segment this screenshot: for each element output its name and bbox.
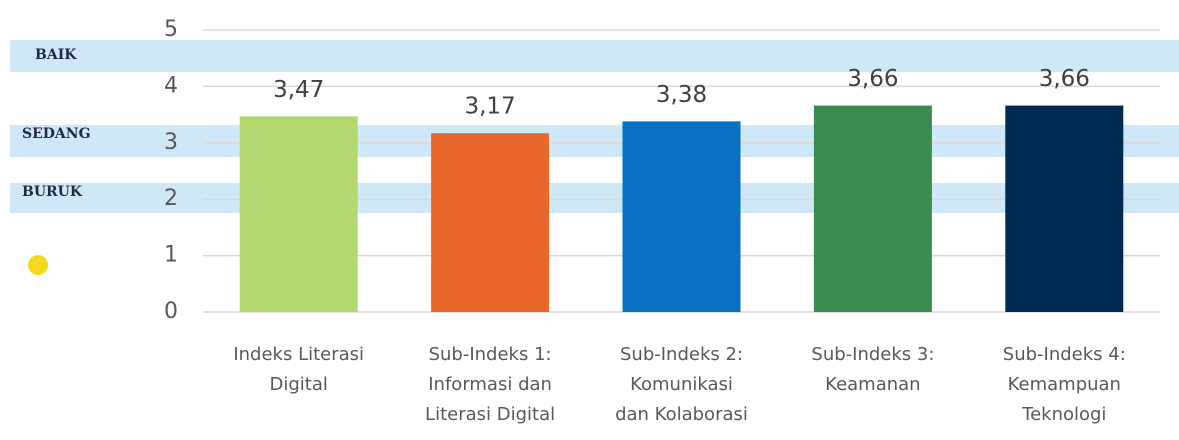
y-tick-label: 4	[164, 73, 178, 98]
plot: 0 1 2 3 4 5 3,47 Indeks Literasi Digital 3,17 Sub-…	[164, 17, 1160, 425]
y-tick-label: 1	[164, 243, 178, 268]
bar	[239, 116, 358, 313]
x-tick-label: Informasi dan	[428, 374, 552, 395]
value-label: 3,66	[1039, 66, 1090, 92]
x-tick-label: Keamanan	[825, 374, 920, 395]
band-buruk	[10, 183, 1179, 213]
bar	[622, 121, 741, 312]
x-tick-label: Komunikasi	[630, 374, 733, 395]
x-tick-label: Sub-Indeks 2:	[620, 344, 743, 365]
bar	[431, 133, 550, 312]
x-tick-label: Kemampuan	[1008, 374, 1121, 395]
x-tick-label: Sub-Indeks 4:	[1003, 344, 1126, 365]
x-tick-label: Sub-Indeks 1:	[429, 344, 552, 365]
value-label: 3,17	[464, 94, 515, 120]
bar	[813, 105, 932, 313]
y-tick-label: 2	[164, 186, 178, 211]
y-tick-label: 0	[164, 299, 178, 324]
bar	[1005, 105, 1124, 313]
dot	[28, 255, 48, 275]
x-tick-label: Indeks Literasi	[233, 344, 364, 365]
y-tick-label: 5	[164, 17, 178, 42]
x-tick-label: Digital	[270, 374, 328, 395]
value-label: 3,66	[847, 66, 898, 92]
x-tick-label: Teknologi	[1021, 404, 1106, 425]
level-label: BAIK	[35, 47, 77, 63]
level-label: BURUK	[22, 184, 83, 200]
band-sedang	[10, 125, 1179, 157]
value-label: 3,47	[273, 77, 324, 103]
x-tick-label: dan Kolaborasi	[615, 404, 748, 425]
x-tick-label: Literasi Digital	[425, 404, 555, 425]
level-label: SEDANG	[22, 126, 91, 142]
x-tick-label: Sub-Indeks 3:	[811, 344, 934, 365]
y-tick-label: 3	[164, 130, 178, 155]
band-baik	[10, 40, 1179, 72]
value-label: 3,38	[656, 82, 707, 108]
